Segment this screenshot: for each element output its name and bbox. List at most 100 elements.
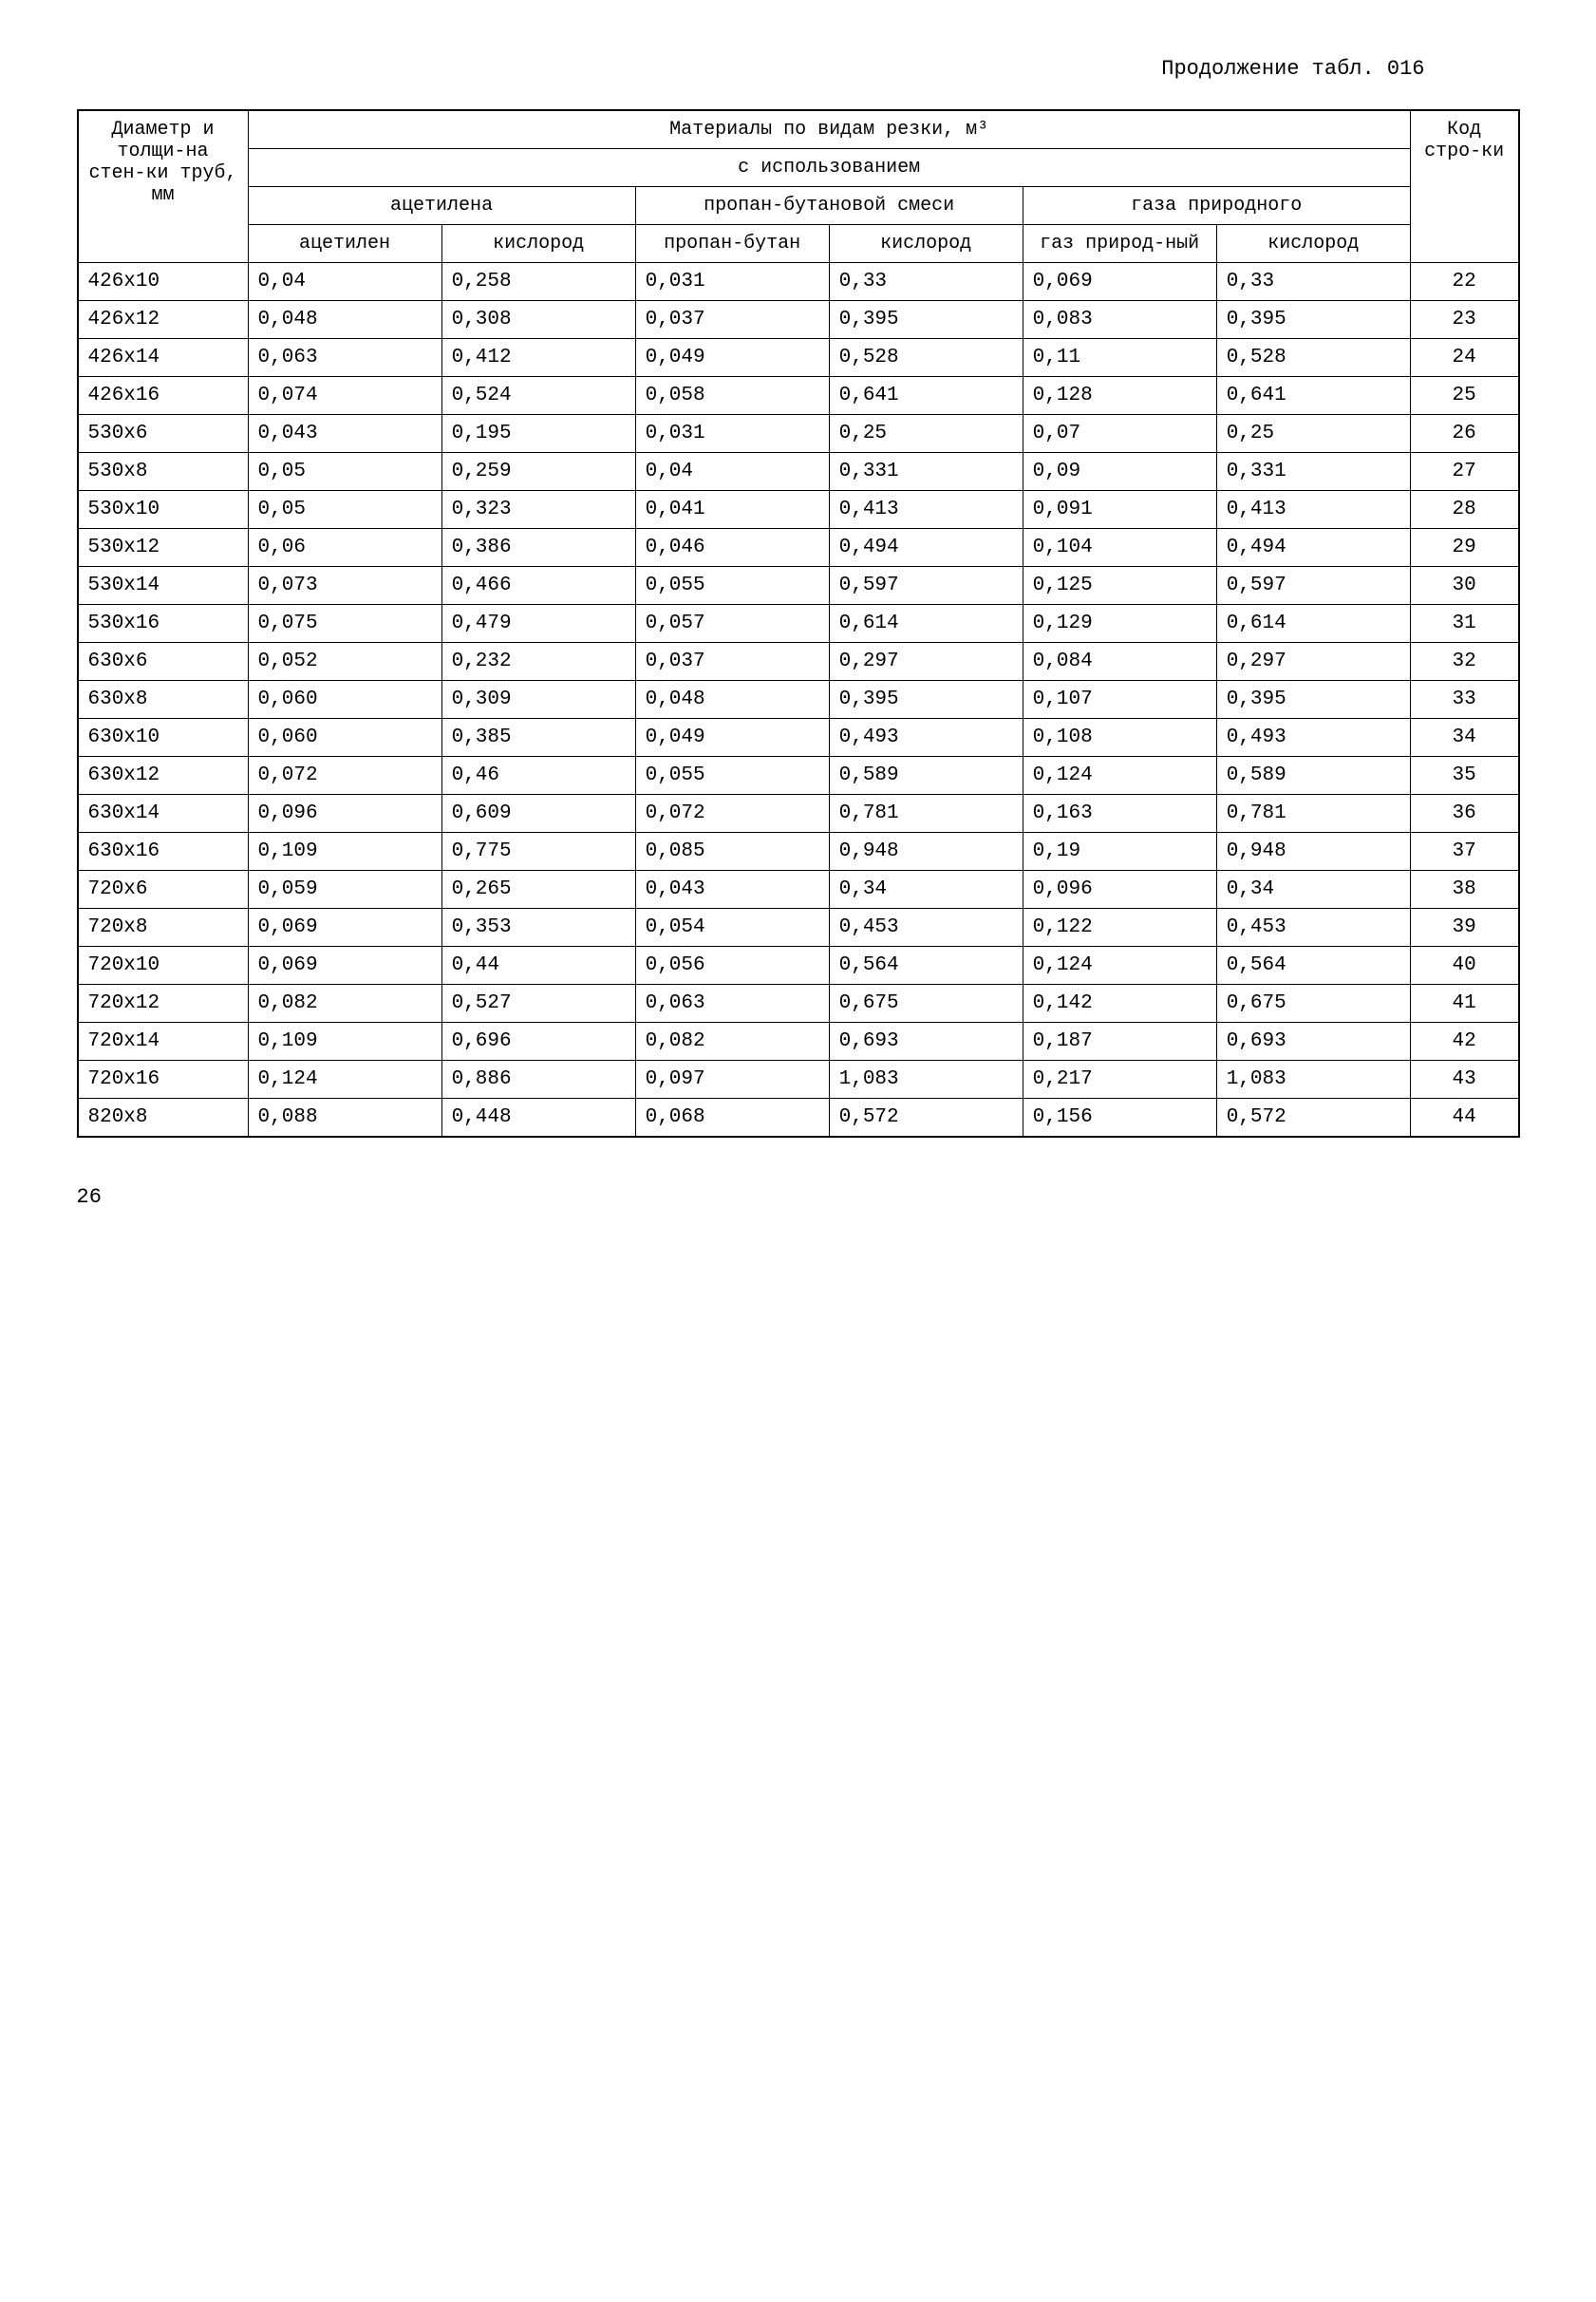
cell-value: 0,104 (1023, 529, 1216, 567)
header-col-acetylene: ацетилен (248, 225, 441, 263)
cell-code: 39 (1410, 909, 1518, 947)
header-col-oxygen1: кислород (441, 225, 635, 263)
cell-value: 0,142 (1023, 985, 1216, 1023)
cell-value: 0,781 (829, 795, 1023, 833)
cell-value: 0,11 (1023, 339, 1216, 377)
cell-value: 0,048 (635, 681, 829, 719)
cell-value: 0,413 (1216, 491, 1410, 529)
cell-value: 0,528 (1216, 339, 1410, 377)
header-using: с использованием (248, 149, 1410, 187)
cell-code: 23 (1410, 301, 1518, 339)
cell-value: 0,323 (441, 491, 635, 529)
cell-diameter: 720х6 (78, 871, 249, 909)
cell-value: 0,055 (635, 757, 829, 795)
table-row: 720х60,0590,2650,0430,340,0960,3438 (78, 871, 1519, 909)
cell-value: 0,037 (635, 301, 829, 339)
cell-value: 0,107 (1023, 681, 1216, 719)
cell-diameter: 720х16 (78, 1061, 249, 1099)
cell-value: 0,057 (635, 605, 829, 643)
cell-diameter: 530х12 (78, 529, 249, 567)
cell-diameter: 530х16 (78, 605, 249, 643)
cell-value: 0,675 (829, 985, 1023, 1023)
cell-value: 0,775 (441, 833, 635, 871)
table-row: 630х140,0960,6090,0720,7810,1630,78136 (78, 795, 1519, 833)
table-row: 630х100,0600,3850,0490,4930,1080,49334 (78, 719, 1519, 757)
table-row: 630х80,0600,3090,0480,3950,1070,39533 (78, 681, 1519, 719)
cell-code: 27 (1410, 453, 1518, 491)
cell-value: 0,886 (441, 1061, 635, 1099)
header-materials: Материалы по видам резки, м³ (248, 110, 1410, 149)
cell-value: 0,049 (635, 339, 829, 377)
table-row: 426х160,0740,5240,0580,6410,1280,64125 (78, 377, 1519, 415)
cell-diameter: 630х16 (78, 833, 249, 871)
cell-value: 0,063 (635, 985, 829, 1023)
table-row: 426х120,0480,3080,0370,3950,0830,39523 (78, 301, 1519, 339)
cell-value: 0,33 (829, 263, 1023, 301)
cell-value: 0,128 (1023, 377, 1216, 415)
table-row: 630х120,0720,460,0550,5890,1240,58935 (78, 757, 1519, 795)
cell-value: 0,259 (441, 453, 635, 491)
cell-value: 0,258 (441, 263, 635, 301)
cell-value: 0,124 (1023, 757, 1216, 795)
cell-value: 0,084 (1023, 643, 1216, 681)
cell-value: 0,088 (248, 1099, 441, 1138)
cell-value: 0,187 (1023, 1023, 1216, 1061)
table-row: 630х60,0520,2320,0370,2970,0840,29732 (78, 643, 1519, 681)
cell-diameter: 820х8 (78, 1099, 249, 1138)
cell-diameter: 426х16 (78, 377, 249, 415)
cell-diameter: 720х14 (78, 1023, 249, 1061)
cell-value: 0,466 (441, 567, 635, 605)
cell-value: 0,217 (1023, 1061, 1216, 1099)
cell-value: 0,031 (635, 263, 829, 301)
cell-value: 0,34 (1216, 871, 1410, 909)
cell-value: 0,037 (635, 643, 829, 681)
cell-diameter: 630х10 (78, 719, 249, 757)
cell-value: 0,524 (441, 377, 635, 415)
table-row: 720х120,0820,5270,0630,6750,1420,67541 (78, 985, 1519, 1023)
cell-value: 0,25 (1216, 415, 1410, 453)
table-row: 530х160,0750,4790,0570,6140,1290,61431 (78, 605, 1519, 643)
table-row: 426х140,0630,4120,0490,5280,110,52824 (78, 339, 1519, 377)
cell-value: 0,641 (829, 377, 1023, 415)
header-col-natgas: газ природ-ный (1023, 225, 1216, 263)
cell-value: 0,572 (829, 1099, 1023, 1138)
cell-value: 0,054 (635, 909, 829, 947)
cell-value: 0,614 (829, 605, 1023, 643)
cell-diameter: 720х12 (78, 985, 249, 1023)
table-row: 630х160,1090,7750,0850,9480,190,94837 (78, 833, 1519, 871)
cell-value: 0,781 (1216, 795, 1410, 833)
cell-code: 36 (1410, 795, 1518, 833)
table-row: 530х100,050,3230,0410,4130,0910,41328 (78, 491, 1519, 529)
table-body: 426х100,040,2580,0310,330,0690,3322426х1… (78, 263, 1519, 1138)
cell-value: 0,386 (441, 529, 635, 567)
cell-value: 0,068 (635, 1099, 829, 1138)
cell-value: 0,05 (248, 453, 441, 491)
cell-value: 0,297 (1216, 643, 1410, 681)
cell-value: 0,163 (1023, 795, 1216, 833)
cell-value: 0,948 (1216, 833, 1410, 871)
cell-diameter: 530х10 (78, 491, 249, 529)
cell-value: 0,385 (441, 719, 635, 757)
cell-value: 0,124 (248, 1061, 441, 1099)
header-col-oxygen3: кислород (1216, 225, 1410, 263)
cell-value: 0,448 (441, 1099, 635, 1138)
cell-value: 0,082 (635, 1023, 829, 1061)
cell-value: 0,589 (829, 757, 1023, 795)
cell-code: 34 (1410, 719, 1518, 757)
header-natgas-group: газа природного (1023, 187, 1410, 225)
cell-value: 0,331 (829, 453, 1023, 491)
cell-value: 0,675 (1216, 985, 1410, 1023)
cell-value: 0,609 (441, 795, 635, 833)
cell-value: 0,528 (829, 339, 1023, 377)
header-code: Код стро-ки (1410, 110, 1518, 263)
cell-value: 0,059 (248, 871, 441, 909)
cell-diameter: 630х14 (78, 795, 249, 833)
cell-value: 0,122 (1023, 909, 1216, 947)
cell-value: 0,232 (441, 643, 635, 681)
page-number: 26 (77, 1185, 1520, 1209)
cell-value: 0,043 (248, 415, 441, 453)
cell-code: 30 (1410, 567, 1518, 605)
cell-value: 0,082 (248, 985, 441, 1023)
cell-value: 0,479 (441, 605, 635, 643)
cell-value: 0,46 (441, 757, 635, 795)
